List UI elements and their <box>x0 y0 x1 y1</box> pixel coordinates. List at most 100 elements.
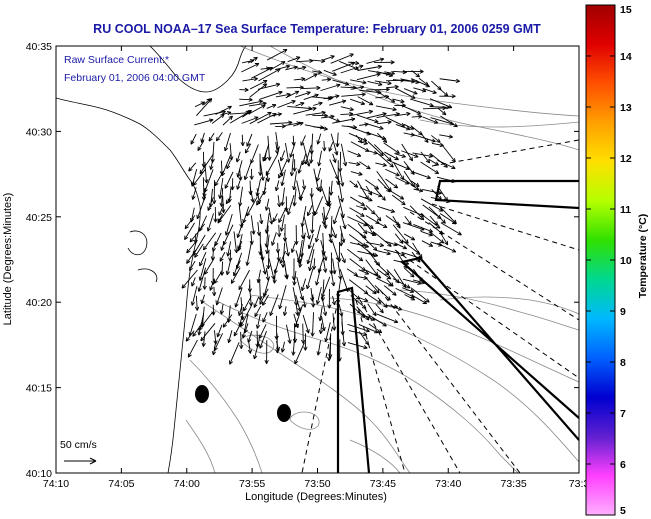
current-vector <box>386 159 410 171</box>
current-vector <box>394 233 404 244</box>
colorbar-ticks: 15 14 13 12 11 10 9 8 7 6 5 <box>586 4 632 517</box>
current-vector <box>249 79 268 90</box>
x-tick-label: 74:05 <box>108 478 134 490</box>
current-vector <box>213 269 223 284</box>
current-vector <box>332 153 337 164</box>
current-vector <box>374 285 391 301</box>
y-tick-label: 40:35 <box>26 41 52 53</box>
current-vector <box>301 179 307 190</box>
current-vector <box>192 168 206 186</box>
current-vector <box>410 98 434 107</box>
current-vector <box>321 212 326 226</box>
current-vector <box>348 279 369 295</box>
current-vector <box>429 231 445 244</box>
current-vector <box>394 111 411 117</box>
current-vector <box>274 180 280 192</box>
current-vector <box>189 260 196 272</box>
colorbar-tick-label: 8 <box>620 357 626 369</box>
current-vector <box>219 303 225 315</box>
current-vector <box>375 105 397 112</box>
current-vector <box>357 222 368 235</box>
current-vector <box>292 159 297 172</box>
current-vector <box>272 268 277 284</box>
current-vector <box>238 169 243 181</box>
current-vector <box>250 215 256 235</box>
current-vector-field <box>181 49 462 365</box>
current-vector <box>315 268 321 286</box>
current-vector <box>249 83 268 98</box>
current-vector <box>216 324 223 338</box>
current-vector <box>348 161 361 167</box>
current-vector <box>194 118 214 126</box>
current-vector <box>384 151 399 161</box>
current-vector <box>240 305 252 328</box>
current-vector <box>348 109 373 117</box>
current-vector <box>275 340 280 352</box>
x-tick-label: 74:00 <box>174 478 200 490</box>
current-vector <box>402 287 415 293</box>
current-vector <box>277 100 296 109</box>
current-vector <box>289 143 296 158</box>
current-vector <box>313 125 325 130</box>
current-vector <box>245 241 252 266</box>
current-vector <box>365 285 377 295</box>
current-vector <box>358 269 370 275</box>
current-vector <box>316 133 322 145</box>
current-vector <box>224 171 234 189</box>
x-tick-label: 73:50 <box>304 478 330 490</box>
colorbar-tick-label: 7 <box>620 408 626 420</box>
marker-west <box>195 385 209 403</box>
current-vector <box>250 144 259 164</box>
current-vector <box>350 98 366 106</box>
current-vector <box>257 82 281 90</box>
current-vector <box>422 189 442 195</box>
current-vector <box>243 160 253 181</box>
current-vector <box>294 342 305 365</box>
current-vector <box>275 124 286 129</box>
current-vector <box>403 267 415 278</box>
current-vector <box>421 240 434 247</box>
current-vector <box>277 224 282 238</box>
current-vector <box>258 324 267 339</box>
y-tick-label: 40:10 <box>26 468 52 480</box>
current-vector <box>350 196 365 206</box>
current-time-label: February 01, 2006 04:00 GMT <box>64 72 206 84</box>
current-vector <box>248 285 254 307</box>
current-vector <box>191 277 196 287</box>
current-vector <box>324 206 331 221</box>
current-vector <box>266 49 288 61</box>
current-vector <box>376 221 388 228</box>
current-vector <box>265 153 279 176</box>
current-vector <box>300 278 307 292</box>
current-vector <box>303 215 311 240</box>
colorbar-tick-label: 5 <box>620 505 626 517</box>
current-vector <box>249 111 272 125</box>
current-vector <box>194 243 204 258</box>
current-vector <box>329 94 340 99</box>
current-vector <box>299 189 305 200</box>
current-vector <box>249 168 254 180</box>
current-vector <box>368 123 384 130</box>
current-vector <box>346 248 364 262</box>
current-vector <box>212 286 217 297</box>
current-vector <box>186 249 197 264</box>
current-vector <box>375 94 390 99</box>
current-vector <box>392 224 409 244</box>
current-vector <box>365 205 376 215</box>
current-vector <box>377 205 395 213</box>
map-plot-area: 50 cm/s Raw Surface Current:* February 0… <box>56 46 579 473</box>
current-vector <box>439 134 453 139</box>
current-vector <box>403 233 416 241</box>
current-vector <box>189 223 206 243</box>
current-vector <box>212 180 217 205</box>
current-vector <box>202 277 207 290</box>
current-vector <box>222 224 234 246</box>
current-vector <box>394 153 406 158</box>
figure-title: RU COOL NOAA–17 Sea Surface Temperature:… <box>93 22 541 36</box>
current-vector <box>269 61 286 71</box>
current-vector <box>191 187 197 200</box>
current-vector <box>242 206 250 224</box>
current-vector <box>259 159 265 181</box>
y-axis-label: Latitude (Degrees:Minutes) <box>2 193 14 326</box>
current-vector <box>236 180 241 190</box>
